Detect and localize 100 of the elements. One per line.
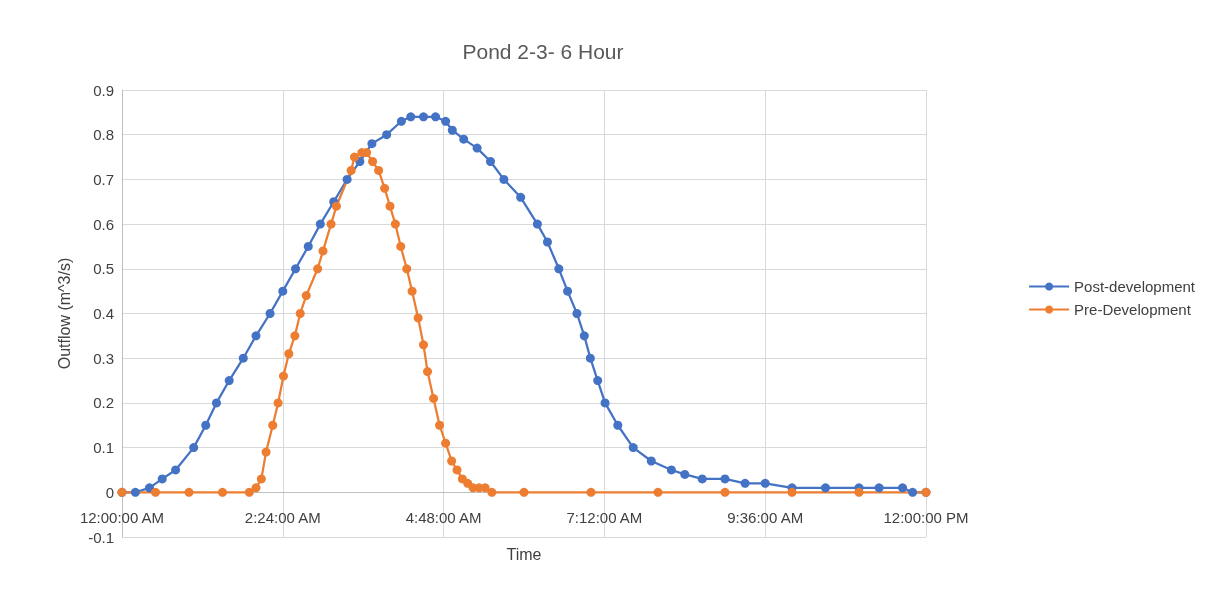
- point: [368, 157, 378, 167]
- point: [151, 487, 160, 497]
- legend-label: Post-development: [1074, 278, 1196, 295]
- point: [265, 309, 275, 318]
- point: [613, 420, 623, 430]
- point: [447, 456, 457, 466]
- point: [201, 420, 211, 430]
- point: [284, 349, 294, 359]
- point: [346, 165, 356, 175]
- point: [144, 483, 154, 493]
- point: [542, 237, 552, 247]
- x-tick-label: 12:00:00 AM: [79, 509, 165, 527]
- y-axis-title: Outflow (m^3/s): [55, 257, 73, 370]
- y-tick-label: 0.4: [93, 305, 114, 322]
- point: [301, 291, 311, 301]
- point: [593, 376, 603, 386]
- point: [268, 420, 278, 430]
- y-tick-label: 0: [105, 483, 114, 501]
- point: [628, 443, 638, 453]
- point: [429, 393, 439, 403]
- point: [579, 331, 589, 341]
- y-tick-label: 0.6: [93, 215, 114, 233]
- point: [697, 474, 707, 484]
- point: [367, 139, 377, 149]
- y-tick-label: -0.1: [88, 528, 114, 546]
- point: [211, 398, 221, 408]
- point: [487, 487, 497, 497]
- point: [171, 465, 181, 475]
- point: [463, 478, 473, 488]
- point: [318, 246, 328, 256]
- x-axis-title: Time: [506, 545, 542, 563]
- point: [563, 286, 573, 296]
- point: [600, 398, 610, 408]
- x-tick-label: 12:00:00 PM: [883, 509, 969, 527]
- point: [554, 264, 564, 274]
- point: [244, 487, 254, 497]
- y-tick-label: 0.7: [93, 170, 114, 188]
- point: [407, 286, 417, 296]
- point: [382, 130, 392, 140]
- point: [499, 174, 509, 184]
- point: [787, 487, 797, 497]
- point: [380, 183, 390, 193]
- point: [486, 157, 495, 167]
- point: [413, 313, 423, 323]
- point: [666, 465, 676, 475]
- point: [218, 487, 227, 497]
- x-tick-label: 4:48:00 AM: [405, 509, 482, 527]
- y-tick-label: 0.8: [93, 126, 114, 144]
- point: [447, 125, 457, 135]
- point: [396, 116, 406, 126]
- y-tick-label: 0.9: [93, 81, 114, 99]
- point: [441, 116, 451, 126]
- point: [423, 367, 433, 377]
- x-tick-label: 9:36:00 AM: [727, 509, 804, 527]
- point: [908, 487, 918, 497]
- y-tick-label: 0.3: [93, 349, 114, 367]
- x-tick-label: 2:24:00 AM: [244, 509, 321, 527]
- point: [898, 483, 908, 493]
- point: [261, 447, 271, 457]
- point: [760, 478, 770, 488]
- y-tick-label: 0.5: [93, 260, 114, 278]
- point: [224, 376, 234, 386]
- point: [303, 241, 313, 251]
- point: [720, 474, 730, 484]
- point: [586, 487, 596, 497]
- point: [157, 474, 167, 484]
- point: [396, 241, 406, 251]
- point: [238, 353, 248, 363]
- point: [680, 469, 690, 479]
- point: [326, 219, 336, 229]
- point: [313, 264, 323, 274]
- point: [585, 353, 595, 363]
- point: [374, 165, 384, 175]
- point: [720, 487, 730, 497]
- x-tick-label: 7:12:00 AM: [566, 509, 643, 527]
- point: [472, 143, 482, 153]
- chart-title: Pond 2-3- 6 Hour: [462, 40, 624, 63]
- point: [653, 487, 663, 497]
- point: [419, 112, 428, 122]
- point: [532, 219, 542, 229]
- y-tick-label: 0.1: [93, 439, 114, 457]
- point: [295, 309, 305, 318]
- point: [406, 112, 416, 122]
- point: [251, 483, 261, 493]
- point: [130, 487, 140, 497]
- point: [390, 219, 400, 229]
- point: [184, 487, 194, 497]
- point: [435, 420, 445, 430]
- point: [256, 474, 266, 484]
- point: [402, 264, 412, 274]
- point: [251, 331, 261, 341]
- point: [441, 438, 451, 448]
- point: [385, 201, 395, 211]
- point: [854, 487, 864, 497]
- point: [572, 309, 582, 318]
- point: [419, 340, 428, 350]
- y-tick-label: 0.2: [93, 394, 114, 412]
- point: [189, 443, 199, 453]
- point: [740, 478, 750, 488]
- point: [273, 398, 283, 408]
